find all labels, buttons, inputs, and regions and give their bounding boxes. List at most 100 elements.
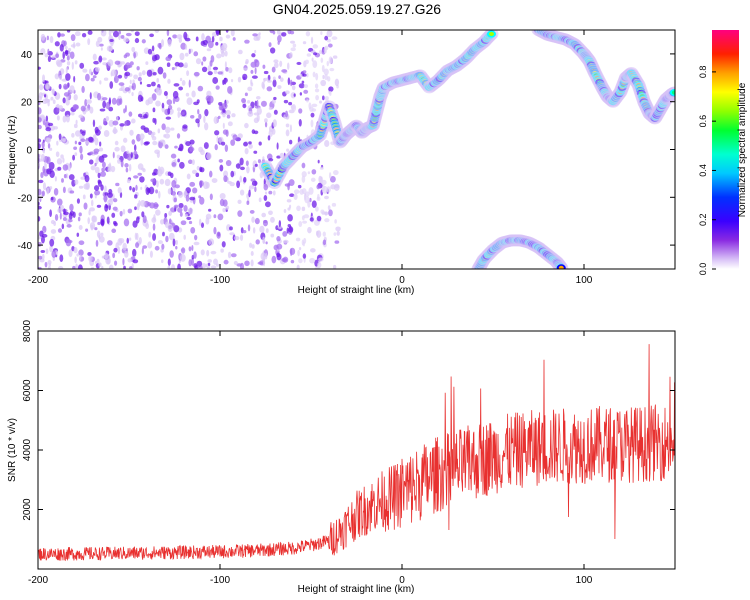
heatmap-cell [124, 120, 128, 127]
heatmap-cell [167, 108, 171, 115]
heatmap-cell [46, 35, 49, 41]
heatmap-cell [83, 202, 88, 210]
heatmap-cell [218, 159, 224, 163]
heatmap-cell [122, 242, 127, 251]
heatmap-cell [302, 70, 307, 74]
heatmap-cell [113, 126, 117, 135]
heatmap-cell [38, 266, 42, 269]
heatmap-cell [305, 31, 311, 37]
heatmap-cell [132, 248, 137, 257]
heatmap-cell [166, 99, 173, 106]
heatmap-cell [277, 85, 282, 89]
heatmap-cell [101, 57, 107, 61]
heatmap-cell [81, 85, 85, 93]
snr-y-tick-label: 8000 [22, 319, 33, 342]
heatmap-cell [129, 129, 134, 136]
heatmap-cell [120, 145, 126, 153]
heatmap-cell [225, 159, 232, 167]
heatmap-cell [159, 139, 165, 143]
heatmap-cell [189, 146, 195, 152]
heatmap-cell [150, 132, 155, 138]
heatmap-cell [84, 174, 90, 183]
heatmap-cell [139, 81, 143, 85]
heatmap-cell [314, 83, 319, 89]
heatmap-cell [139, 133, 145, 140]
heatmap-cell [164, 178, 171, 187]
heatmap-cell [201, 33, 205, 41]
heatmap-cell [128, 111, 133, 117]
heatmap-cell [273, 59, 279, 64]
heatmap-x-tick-label: -200 [28, 275, 48, 286]
heatmap-cell [49, 238, 55, 247]
heatmap-cell [167, 38, 172, 47]
heatmap-cell [334, 219, 337, 224]
heatmap-cell [223, 259, 229, 265]
heatmap-cell [254, 217, 260, 225]
heatmap-cell [65, 66, 68, 74]
heatmap-cell [108, 264, 114, 269]
heatmap-cell [268, 129, 273, 137]
heatmap-cell [89, 207, 95, 212]
colorbar-scale [712, 30, 739, 269]
heatmap-cell [68, 249, 73, 258]
heatmap-cell [79, 62, 85, 69]
heatmap-cell [244, 92, 248, 97]
heatmap-cell [80, 153, 84, 161]
heatmap-cell [80, 138, 86, 143]
heatmap-cell [297, 184, 302, 189]
heatmap-cell [74, 152, 78, 157]
heatmap-cell [172, 238, 176, 247]
heatmap-cell [60, 33, 65, 37]
heatmap-cell [258, 197, 262, 203]
heatmap-cell [116, 154, 121, 159]
heatmap-cell [156, 77, 160, 83]
heatmap-cell [204, 108, 209, 117]
heatmap-cell [95, 260, 98, 264]
heatmap-cell [277, 225, 283, 230]
heatmap-cell [286, 148, 290, 152]
heatmap-cell [153, 168, 159, 176]
heatmap-cell [309, 217, 314, 222]
heatmap-cell [107, 163, 112, 171]
heatmap-cell [288, 101, 293, 106]
heatmap-cell [176, 107, 181, 112]
heatmap-cell [196, 165, 200, 171]
heatmap-cell [110, 30, 115, 33]
heatmap-cell [78, 225, 83, 231]
heatmap-cell [255, 95, 261, 100]
heatmap-cell [50, 229, 57, 234]
heatmap-cell [78, 212, 82, 217]
colorbar-tick-label: 0.2 [698, 213, 708, 226]
heatmap-cell [168, 232, 175, 241]
heatmap-cell [145, 187, 150, 196]
heatmap-cell [117, 187, 122, 194]
heatmap-cell [155, 209, 161, 216]
heatmap-cell [289, 193, 295, 198]
heatmap-cell [310, 119, 314, 128]
heatmap-cell [198, 180, 204, 187]
heatmap-cell [88, 68, 92, 75]
heatmap-cell [58, 133, 62, 140]
heatmap-cell [134, 31, 140, 37]
heatmap-cell [228, 67, 233, 74]
heatmap-cell [38, 101, 41, 106]
track-core [671, 90, 675, 95]
heatmap-cell [123, 37, 130, 43]
heatmap-cell [123, 54, 128, 59]
heatmap-cell [141, 247, 144, 255]
heatmap-cell [239, 234, 244, 241]
heatmap-cell [111, 228, 117, 234]
heatmap-cell [75, 119, 78, 125]
heatmap-cell [89, 193, 93, 199]
heatmap-cell [274, 62, 279, 69]
heatmap-cell [90, 199, 94, 207]
heatmap-cell [178, 203, 184, 209]
snr-x-label: Height of straight line (km) [298, 584, 415, 595]
heatmap-cell [62, 115, 67, 123]
heatmap-cell [57, 166, 62, 171]
heatmap-cell [158, 140, 163, 149]
heatmap-cell [123, 218, 130, 227]
heatmap-cell [157, 168, 163, 177]
heatmap-cell [157, 240, 163, 245]
heatmap-cell [206, 152, 212, 160]
